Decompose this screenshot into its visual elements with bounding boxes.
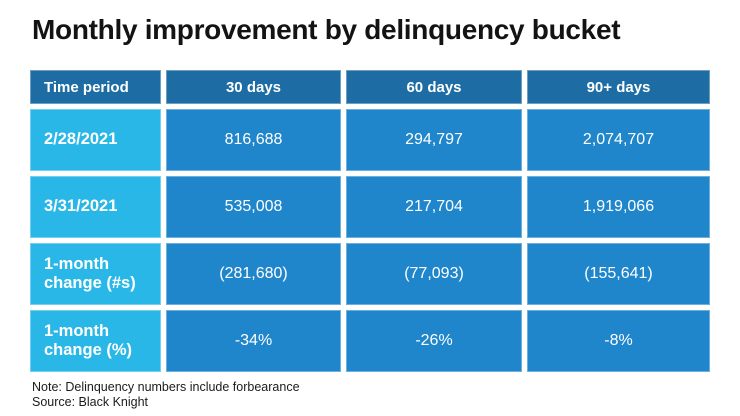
column-header-30-days: 30 days [166, 70, 341, 104]
column-header-60-days: 60 days [346, 70, 522, 104]
page-title: Monthly improvement by delinquency bucke… [32, 14, 621, 45]
row-label: 2/28/2021 [30, 109, 161, 171]
table-cell: (155,641) [527, 243, 710, 305]
table-cell: 816,688 [166, 109, 341, 171]
table-cell: 294,797 [346, 109, 522, 171]
row-label: 1-month change (#s) [30, 243, 161, 305]
row-label: 3/31/2021 [30, 176, 161, 238]
source-credit: Source: Black Knight [32, 394, 149, 409]
table-cell: -26% [346, 310, 522, 372]
column-header-90-days: 90+ days [527, 70, 710, 104]
table-cell: 217,704 [346, 176, 522, 238]
table-cell: (281,680) [166, 243, 341, 305]
row-label: 1-month change (%) [30, 310, 161, 372]
table-cell: 535,008 [166, 176, 341, 238]
table-cell: -8% [527, 310, 710, 372]
table-cell: -34% [166, 310, 341, 372]
column-header-time-period: Time period [30, 70, 161, 104]
delinquency-table: Time period 30 days 60 days 90+ days 2/2… [30, 70, 710, 372]
table-cell: 1,919,066 [527, 176, 710, 238]
footnote: Note: Delinquency numbers include forbea… [32, 380, 300, 394]
table-cell: (77,093) [346, 243, 522, 305]
table-cell: 2,074,707 [527, 109, 710, 171]
footer: Note: Delinquency numbers include forbea… [32, 380, 300, 409]
